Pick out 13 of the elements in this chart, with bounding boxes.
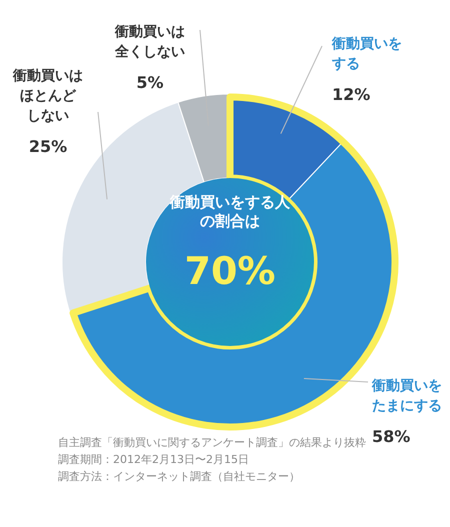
text: 衝動買いをする人の割合は: [169, 193, 291, 230]
text: 70%: [184, 249, 276, 293]
text: 調査期間：2012年2月13日〜2月15日: [58, 453, 249, 466]
text: 調査方法：インターネット調査（自社モニター）: [58, 470, 300, 483]
slice-label: 衝動買いは全くしない: [114, 24, 185, 60]
slice-label: 衝動買いをたまにする: [371, 378, 442, 414]
slice-label: 衝動買いはほとんどしない: [12, 68, 83, 124]
data-label: 25%: [28, 137, 68, 156]
data-label: 12%: [332, 85, 370, 104]
data-label: 58%: [372, 427, 410, 446]
text: 自主調査「衝動買いに関するアンケート調査」の結果より抜粋: [58, 436, 366, 449]
data-label: 5%: [136, 73, 164, 92]
slice-label: 衝動買いをする: [331, 36, 402, 72]
